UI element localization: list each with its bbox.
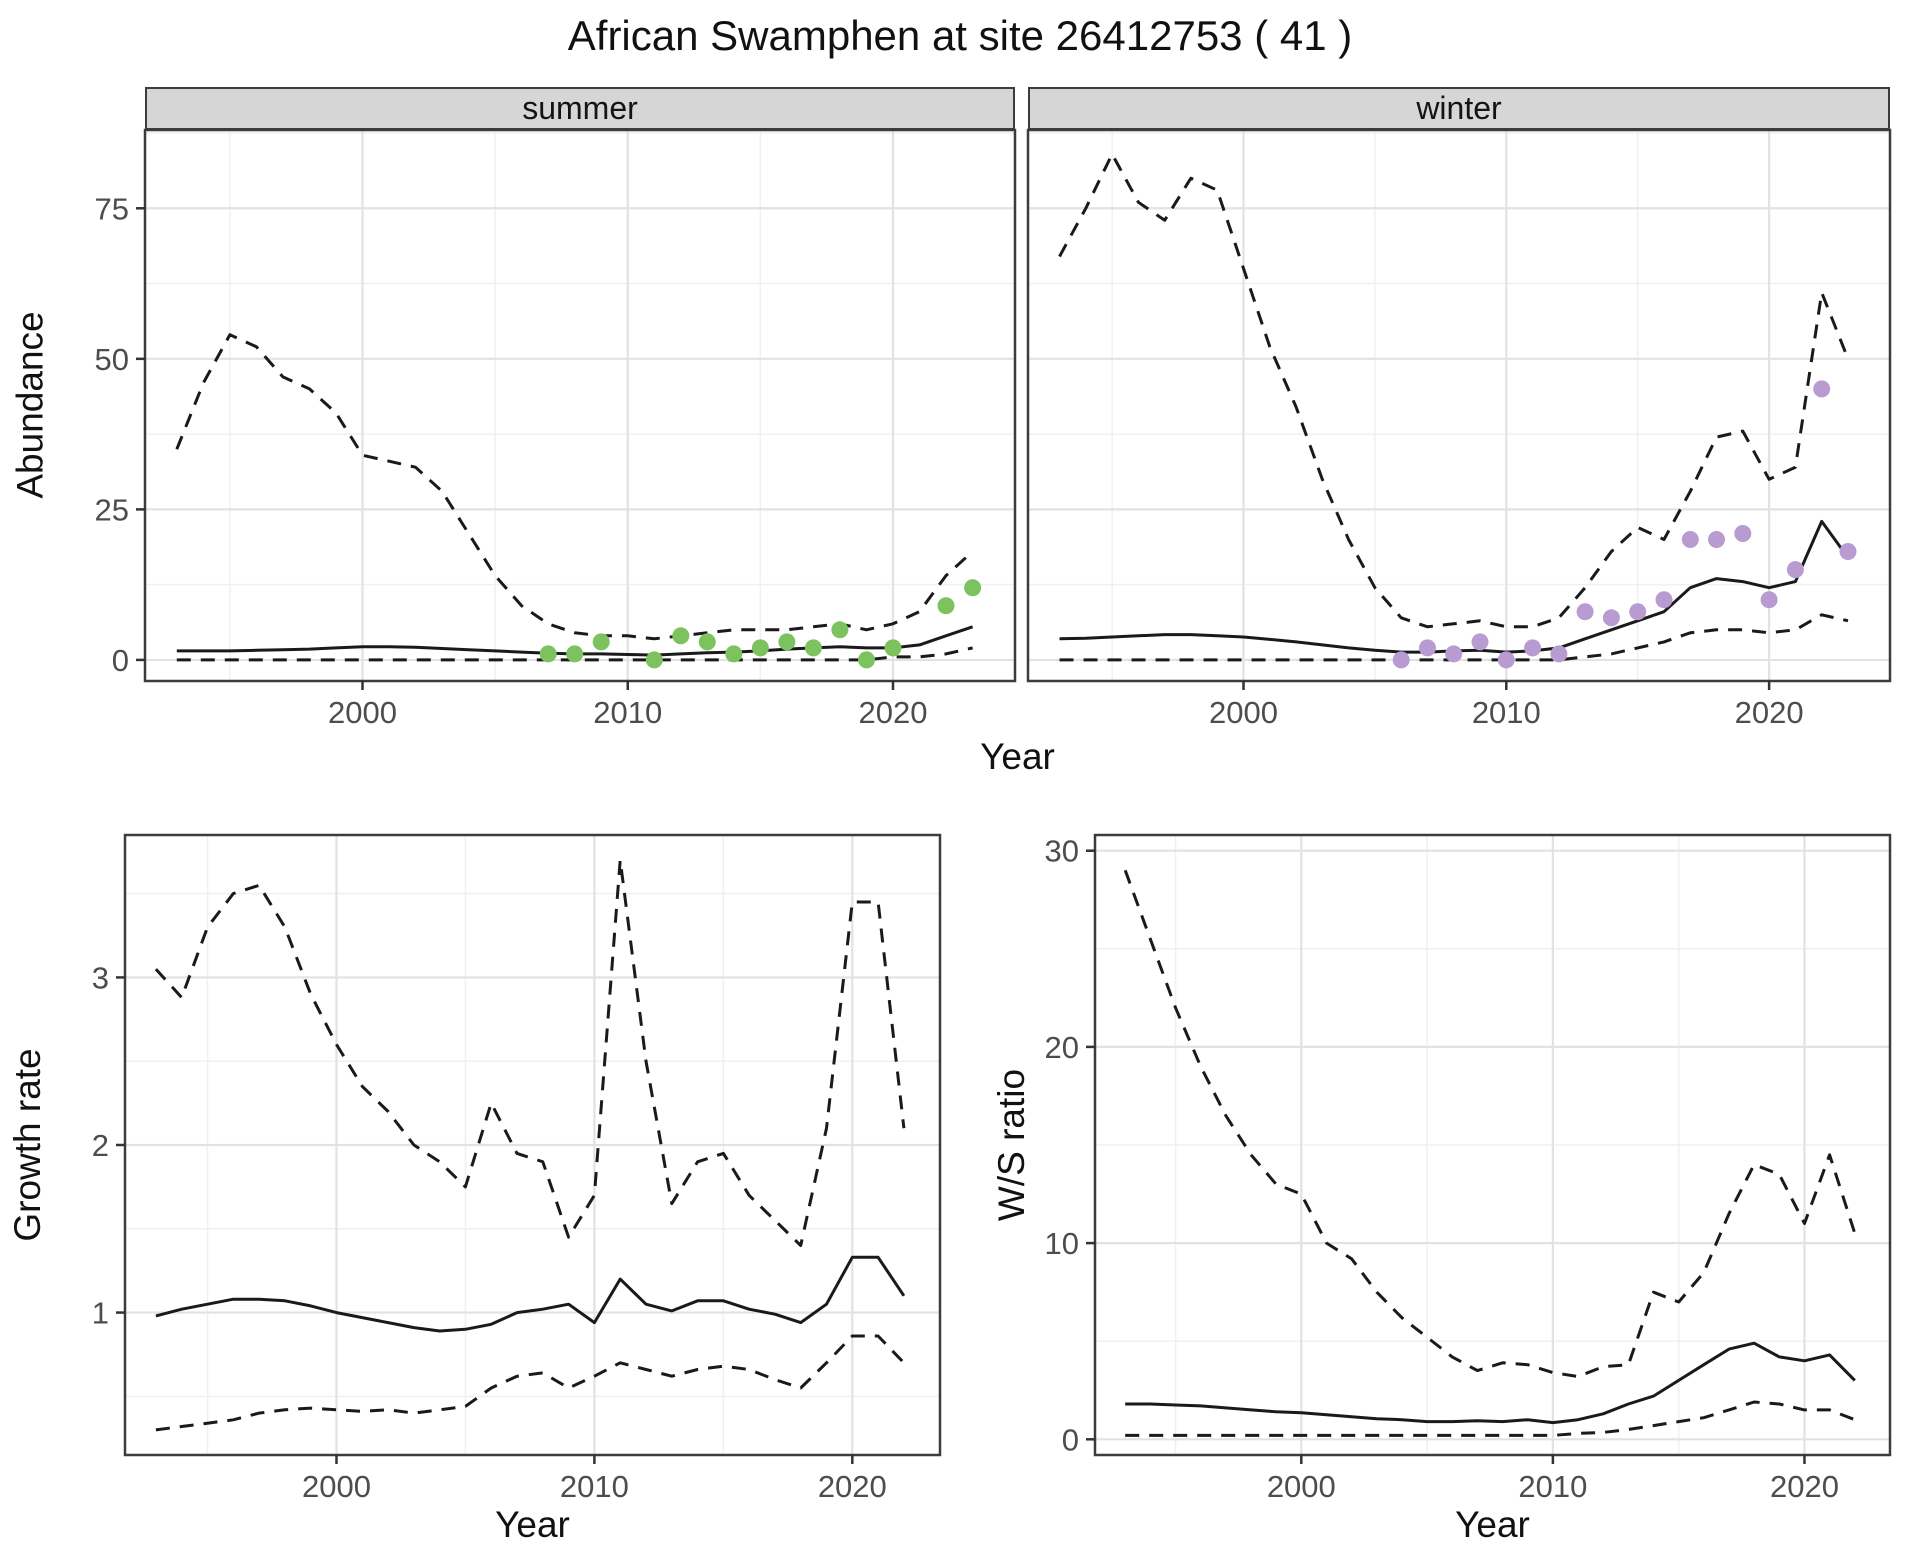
x-tick-label: 2000 <box>1209 695 1278 730</box>
y-tick-label: 30 <box>1045 834 1079 869</box>
abundance-winter-panel-border <box>1026 128 1892 683</box>
observed-counts-winter-point <box>1708 531 1725 548</box>
abundance-winter-panel-background <box>1028 130 1890 681</box>
growth-rate-upper-ci-line <box>154 858 906 1247</box>
x-tick-label: 2010 <box>593 695 662 730</box>
growth-rate-lower-ci-line <box>155 1334 905 1432</box>
year-axis-label-abundance: Year <box>980 736 1055 777</box>
y-tick-label: 0 <box>1062 1422 1079 1457</box>
observed-counts-summer-point <box>778 633 796 651</box>
growth-rate-plot: 2000 2010 2020 1 2 3 <box>92 833 942 1504</box>
observed-counts-summer-point <box>751 639 769 657</box>
year-axis-label-growth: Year <box>495 1504 570 1545</box>
y-tick-label: 25 <box>95 492 129 527</box>
facet-strip-summer: summer <box>145 87 1015 130</box>
x-tick-label: 2000 <box>328 695 397 730</box>
observed-counts-summer-point <box>964 579 982 597</box>
observed-counts-winter-point <box>1655 591 1673 609</box>
observed-counts-winter-point <box>1681 531 1699 548</box>
ws-ratio-panel-border <box>1093 833 1892 1457</box>
observed-counts-winter-point <box>1786 561 1804 579</box>
x-tick-label: 2020 <box>1735 695 1804 730</box>
ws-ratio-median-line <box>1125 1341 1856 1425</box>
y-tick-label: 75 <box>95 191 129 226</box>
y-tick-label: 3 <box>92 960 109 995</box>
y-tick-label: 0 <box>112 643 129 678</box>
x-tick-label: 2010 <box>1472 695 1541 730</box>
growth-rate-median-line <box>155 1255 906 1333</box>
ws-ratio-plot: 2000 2010 2020 0 10 20 30 <box>1045 833 1892 1504</box>
observed-counts-summer-point <box>592 633 610 651</box>
observed-counts-summer-point <box>698 633 716 651</box>
observed-counts-winter-point <box>1760 591 1778 609</box>
observed-counts-winter-point <box>1471 633 1489 651</box>
x-tick-label: 2020 <box>859 695 928 730</box>
y-tick-label: 20 <box>1045 1030 1079 1065</box>
abundance-winter-upper-ci-line <box>1058 152 1850 629</box>
observed-counts-winter-point <box>1497 651 1515 669</box>
observed-counts-summer-point <box>672 627 690 645</box>
ws-ratio-axis-label: W/S ratio <box>991 1068 1032 1222</box>
observed-counts-summer-point <box>804 639 822 657</box>
observed-counts-winter-point <box>1576 603 1594 621</box>
winter-abundance-plot: 2000 2010 2020 <box>1026 128 1892 730</box>
ws-ratio-lower-ci-line <box>1125 1400 1856 1437</box>
observed-counts-summer-point <box>645 651 663 669</box>
facet-strip-winter: winter <box>1028 87 1890 130</box>
observed-counts-summer-point <box>539 645 557 663</box>
abundance-axis-label: Abundance <box>9 311 51 499</box>
x-tick-label: 2020 <box>1770 1469 1839 1504</box>
growth-rate-axis-label: Growth rate <box>7 1048 48 1242</box>
x-tick-label: 2010 <box>560 1469 629 1504</box>
x-tick-label: 2000 <box>302 1469 371 1504</box>
observed-counts-winter-point <box>1602 609 1620 627</box>
x-tick-label: 2020 <box>818 1469 887 1504</box>
y-tick-label: 1 <box>92 1296 109 1331</box>
y-tick-label: 10 <box>1045 1226 1079 1261</box>
y-tick-label: 2 <box>92 1128 109 1163</box>
observed-counts-winter-point <box>1813 380 1831 398</box>
observed-counts-winter-point <box>1392 651 1410 669</box>
x-tick-label: 2000 <box>1267 1469 1336 1504</box>
summer-abundance-plot: 2000 2010 2020 0 25 50 75 <box>95 128 1017 730</box>
observed-counts-summer-point <box>831 621 849 639</box>
year-axis-label-ws: Year <box>1455 1504 1530 1545</box>
observed-counts-summer-point <box>884 639 902 657</box>
observed-counts-winter-point <box>1419 639 1436 657</box>
observed-counts-winter-point <box>1839 543 1857 560</box>
observed-counts-summer-point <box>937 597 955 615</box>
x-tick-label: 2010 <box>1518 1469 1587 1504</box>
chart-title: African Swamphen at site 26412753 ( 41 ) <box>567 12 1353 59</box>
abundance-summer-panel-background <box>145 130 1015 681</box>
observed-counts-winter-point <box>1629 603 1647 621</box>
observed-counts-summer-point <box>566 645 584 663</box>
observed-counts-winter-point <box>1524 639 1542 657</box>
y-tick-label: 50 <box>95 342 129 377</box>
observed-counts-winter-point <box>1550 645 1568 663</box>
observed-counts-winter-point <box>1734 525 1752 542</box>
observed-counts-winter-point <box>1445 645 1463 663</box>
observed-counts-summer-point <box>725 645 743 663</box>
observed-counts-summer-point <box>858 651 875 669</box>
abundance-summer-panel-border <box>143 128 1017 683</box>
